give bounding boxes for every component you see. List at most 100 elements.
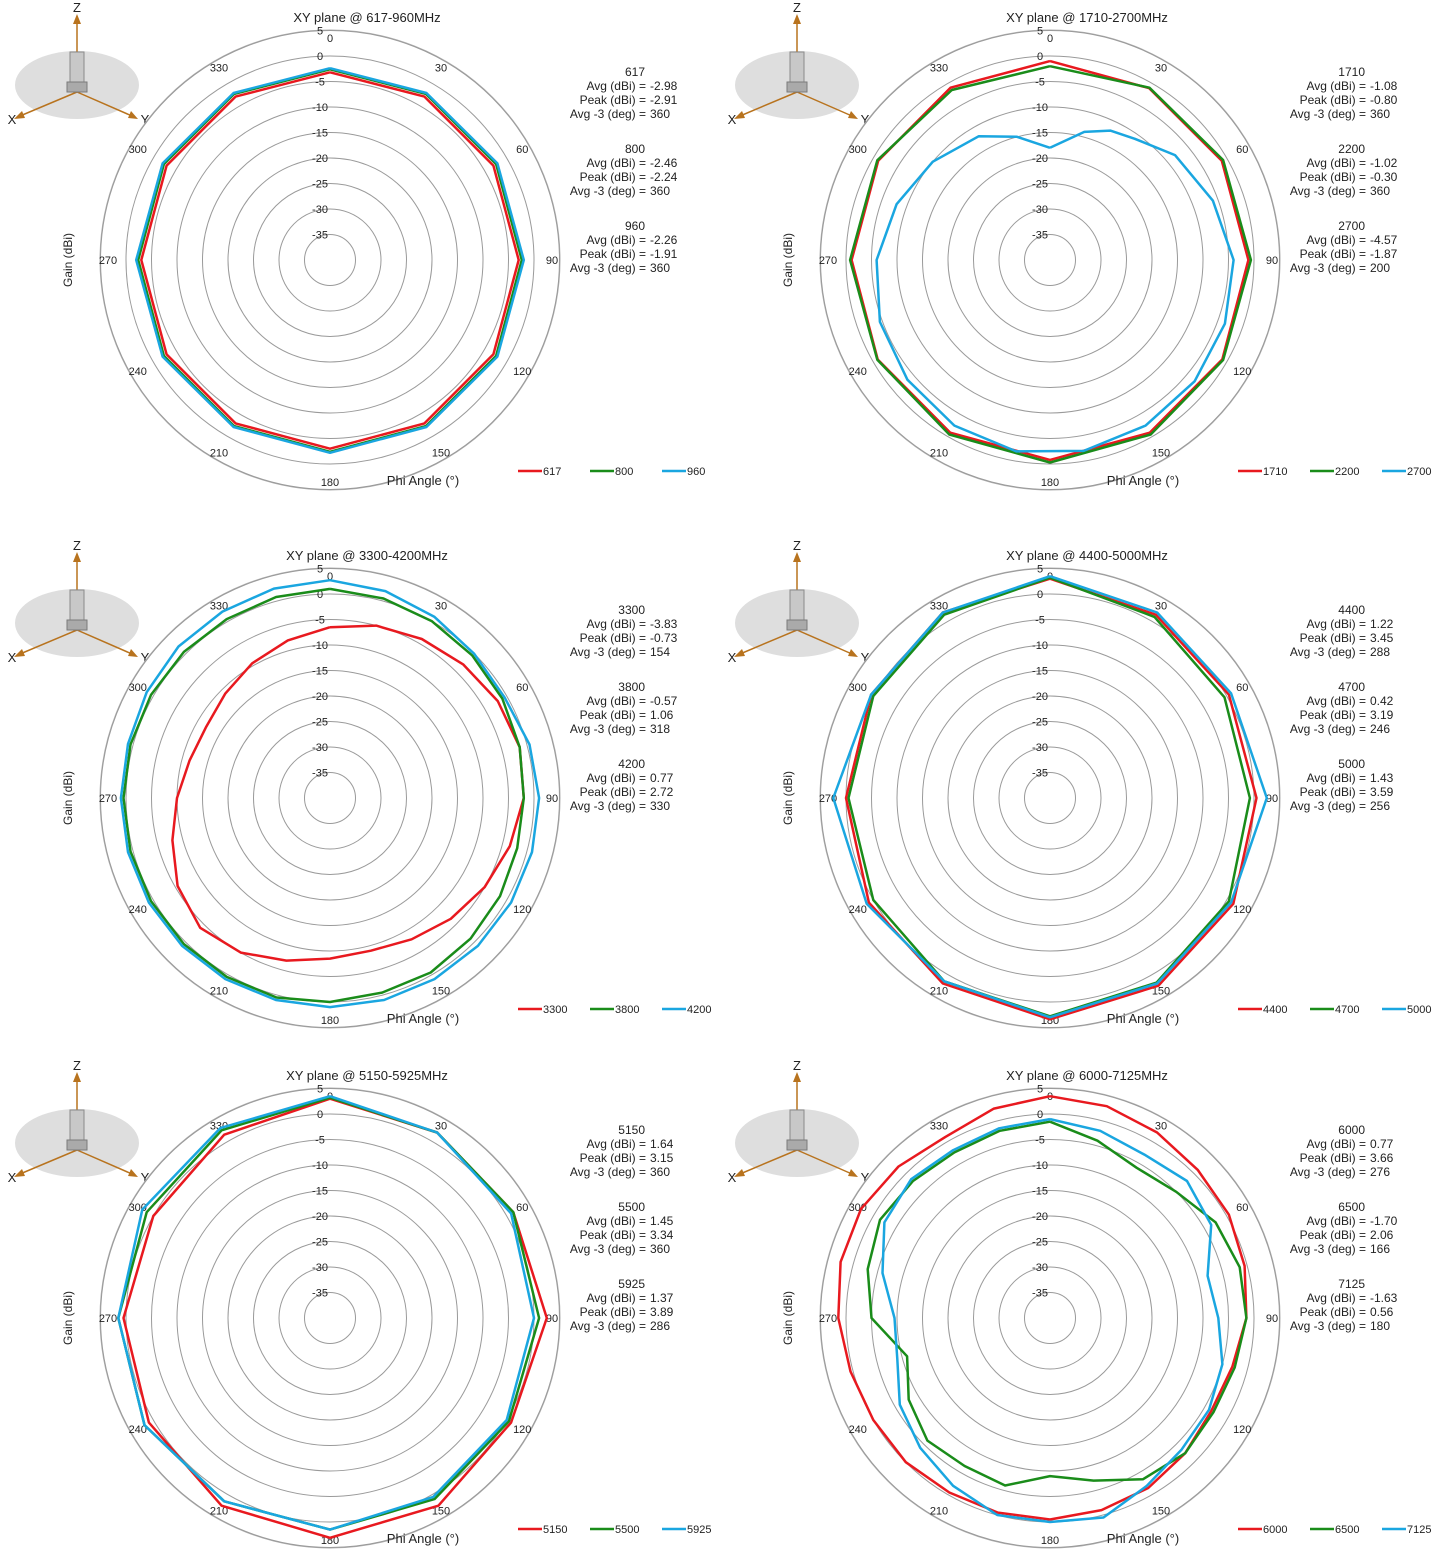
angle-tick-label: 30	[435, 63, 447, 75]
stats-avg3-value: 360	[650, 1165, 670, 1179]
legend-entry: 6500	[1335, 1524, 1359, 1536]
radial-tick-label: -15	[312, 1186, 328, 1198]
y-axis-label: Y	[861, 650, 870, 665]
radial-tick-label: -10	[312, 640, 328, 652]
stats-label: Avg (dBi) =	[587, 1214, 646, 1228]
radial-gridline	[278, 746, 382, 850]
stats-peak-value: -2.24	[650, 170, 678, 184]
radial-gridline	[845, 1113, 1255, 1523]
radial-gridline	[1024, 772, 1076, 824]
series-line-3800	[122, 587, 526, 1004]
angle-tick-label: 30	[435, 1121, 447, 1133]
radial-tick-label: -10	[312, 102, 328, 114]
radial-gridline	[947, 157, 1153, 363]
y-arrowhead	[848, 111, 858, 119]
stats-avg3-value: 256	[1370, 799, 1390, 813]
y-axis-label: Gain (dBi)	[61, 771, 75, 825]
y-axis-label: Gain (dBi)	[61, 1291, 75, 1345]
outer-ring	[819, 29, 1281, 491]
x-axis-arrow	[739, 1149, 798, 1175]
angle-tick-label: 60	[516, 1202, 528, 1214]
axis-orientation-icon: Z X Y	[728, 0, 870, 127]
angle-tick-label: 120	[1233, 904, 1251, 916]
angle-tick-label: 30	[1155, 1121, 1167, 1133]
z-arrowhead	[793, 552, 801, 562]
series-line-617	[140, 71, 520, 450]
series-line-2200	[848, 64, 1253, 464]
stats-peak-value: 2.06	[1370, 1228, 1394, 1242]
radial-tick-label: -10	[1032, 102, 1048, 114]
stats-peak-value: 1.06	[650, 708, 674, 722]
stats-peak-value: 3.19	[1370, 708, 1394, 722]
x-arrowhead	[14, 111, 25, 119]
radial-tick-label: -30	[312, 1262, 328, 1274]
stats-avg3-value: 360	[1370, 107, 1390, 121]
y-arrowhead	[128, 649, 138, 657]
radial-gridline	[176, 1164, 484, 1472]
x-axis-label: X	[8, 112, 17, 127]
legend-entry: 5150	[543, 1524, 567, 1536]
stats-label: Avg -3 (deg) =	[570, 184, 646, 198]
x-arrowhead	[14, 1169, 25, 1177]
stats-label: Peak (dBi) =	[1300, 708, 1366, 722]
radial-tick-label: -25	[312, 717, 328, 729]
stats-label: Avg (dBi) =	[587, 617, 646, 631]
stats-series-name: 4700	[1338, 680, 1365, 694]
stats-label: Peak (dBi) =	[580, 170, 646, 184]
z-axis-label: Z	[793, 538, 801, 553]
radial-tick-label: 5	[317, 26, 323, 38]
angle-tick-label: 240	[849, 1424, 867, 1436]
radial-tick-label: -30	[312, 742, 328, 754]
radial-tick-label: -5	[1035, 615, 1045, 627]
radial-gridline	[922, 670, 1178, 926]
angle-tick-label: 330	[930, 601, 948, 613]
radial-tick-label: -30	[1032, 204, 1048, 216]
radial-tick-label: 5	[317, 1084, 323, 1096]
angle-tick-label: 240	[129, 366, 147, 378]
stats-series-name: 5500	[618, 1200, 645, 1214]
stats-avg3-value: 360	[650, 184, 670, 198]
stats-series-name: 7125	[1338, 1277, 1365, 1291]
stats-label: Avg -3 (deg) =	[570, 107, 646, 121]
legend-entry: 3300	[543, 1004, 567, 1016]
angle-tick-label: 90	[1266, 793, 1278, 805]
x-axis-label: X	[728, 112, 737, 127]
stats-avg-value: -0.57	[650, 694, 678, 708]
z-axis-label: Z	[793, 0, 801, 15]
stats-label: Avg (dBi) =	[1307, 156, 1366, 170]
stats-avg-value: -2.98	[650, 79, 678, 93]
radial-gridline	[125, 55, 535, 465]
stats-peak-value: 3.34	[650, 1228, 674, 1242]
stats-series-name: 800	[625, 142, 645, 156]
stats-avg-value: 1.43	[1370, 771, 1394, 785]
x-axis-arrow	[739, 629, 798, 655]
angle-tick-label: 210	[210, 447, 228, 459]
z-arrowhead	[73, 552, 81, 562]
z-axis-label: Z	[73, 1058, 81, 1073]
stats-peak-value: -2.91	[650, 93, 678, 107]
stats-avg-value: 1.45	[650, 1214, 674, 1228]
radial-tick-label: -35	[1032, 768, 1048, 780]
stats-avg-value: -3.83	[650, 617, 678, 631]
legend-entry: 7125	[1407, 1524, 1431, 1536]
stats-avg3-value: 288	[1370, 645, 1390, 659]
stats-label: Peak (dBi) =	[580, 631, 646, 645]
radial-gridline	[820, 568, 1280, 1028]
legend-entry: 2700	[1407, 466, 1431, 478]
radial-tick-label: 0	[1037, 589, 1043, 601]
stats-avg3-value: 286	[650, 1319, 670, 1333]
angle-tick-label: 60	[1236, 144, 1248, 156]
series-line-7125	[881, 1117, 1224, 1524]
radial-tick-label: -20	[312, 153, 328, 165]
radial-gridline	[947, 1215, 1153, 1421]
z-arrowhead	[73, 14, 81, 24]
legend-entry: 2200	[1335, 466, 1359, 478]
stats-label: Peak (dBi) =	[1300, 93, 1366, 107]
chart-title: XY plane @ 5150-5925MHz	[286, 1068, 448, 1083]
series-line-2700	[875, 129, 1235, 453]
y-axis-arrow	[76, 1149, 133, 1175]
stats-peak-value: -1.87	[1370, 247, 1398, 261]
angle-tick-label: 270	[819, 1313, 837, 1325]
